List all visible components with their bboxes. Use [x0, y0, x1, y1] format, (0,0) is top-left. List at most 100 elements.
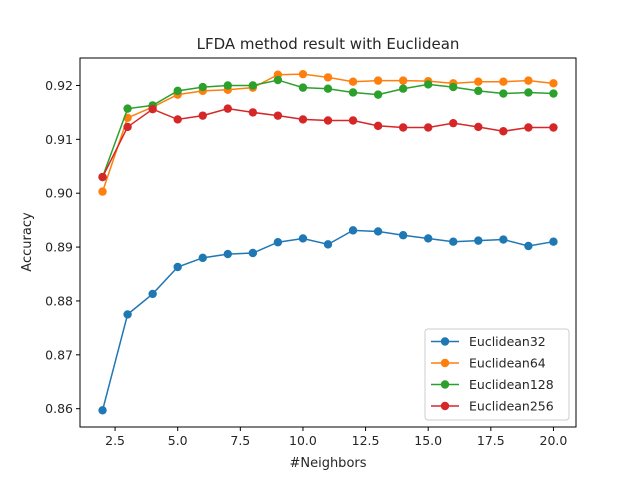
y-tick-label: 0.88 [45, 293, 73, 308]
data-point [373, 227, 383, 236]
legend: Euclidean32 Euclidean64 Euclidean128 Euclid… [424, 328, 570, 421]
x-tick-label: 17.5 [477, 433, 505, 448]
legend-label: Euclidean32 [469, 334, 546, 349]
x-tick-label: 20.0 [540, 433, 568, 448]
series-layer [98, 69, 558, 415]
data-point [398, 76, 408, 85]
plot-frame [79, 57, 577, 428]
data-point [123, 310, 132, 319]
legend-item: Euclidean32 [431, 334, 546, 349]
legend-item: Euclidean64 [431, 356, 546, 371]
data-point [223, 104, 232, 113]
data-point [298, 115, 308, 124]
data-point [499, 77, 508, 86]
data-point [298, 69, 308, 79]
data-point [549, 237, 558, 246]
data-point [449, 82, 458, 92]
data-point [123, 104, 132, 113]
x-tick-label: 2.5 [105, 433, 125, 448]
data-point [398, 123, 408, 132]
x-axis: 2.5 5.0 7.5 10.0 12.5 15.0 17.5 20.0 [105, 427, 567, 448]
data-point [148, 104, 157, 114]
y-axis: 0.86 0.87 0.88 0.89 0.90 0.91 0.92 [45, 78, 80, 416]
data-point [173, 262, 182, 272]
legend-item: Euclidean128 [431, 377, 554, 392]
data-point [499, 235, 508, 244]
y-tick-label: 0.86 [45, 401, 73, 416]
data-point [98, 187, 107, 196]
data-point [173, 86, 182, 96]
data-point [474, 77, 483, 86]
data-point [499, 89, 508, 98]
data-point [248, 108, 258, 117]
data-point [98, 406, 107, 415]
data-point [198, 111, 207, 120]
y-tick-label: 0.92 [45, 78, 73, 93]
data-point [323, 73, 333, 82]
x-tick-label: 12.5 [352, 433, 380, 448]
legend-item: Euclidean256 [431, 399, 554, 414]
data-point [499, 127, 508, 136]
data-point [449, 237, 458, 246]
data-point [424, 234, 433, 243]
data-point [348, 77, 358, 86]
data-point [524, 76, 533, 85]
data-point [198, 82, 207, 92]
data-point [323, 240, 333, 249]
data-point [398, 84, 408, 93]
data-point [549, 79, 558, 88]
x-tick-label: 7.5 [230, 433, 250, 448]
data-point [449, 118, 458, 128]
data-point [424, 123, 433, 132]
y-tick-label: 0.89 [45, 240, 73, 255]
data-point [549, 89, 558, 98]
data-point [298, 234, 308, 243]
data-point [198, 253, 207, 263]
x-tick-label: 10.0 [289, 433, 317, 448]
data-point [273, 111, 283, 120]
legend-marker [440, 401, 450, 411]
data-point [398, 231, 408, 240]
y-tick-label: 0.90 [45, 186, 73, 201]
legend-label: Euclidean64 [469, 356, 546, 371]
x-tick-label: 15.0 [414, 433, 442, 448]
data-point [223, 249, 232, 259]
data-point [273, 75, 283, 85]
y-axis-title: Accuracy [20, 212, 35, 272]
data-point [223, 81, 232, 90]
chart-title: LFDA method result with Euclidean [197, 35, 460, 53]
legend-marker [440, 337, 450, 346]
legend-label: Euclidean128 [469, 377, 554, 392]
series-Euclidean256 [98, 104, 558, 182]
legend-box [424, 328, 570, 421]
data-point [98, 172, 107, 182]
data-point [173, 115, 182, 124]
legend-label: Euclidean256 [469, 399, 554, 414]
data-point [474, 122, 483, 132]
x-axis-title: #Neighbors [289, 456, 366, 471]
legend-marker [440, 380, 450, 389]
data-point [323, 84, 333, 93]
data-point [273, 238, 283, 247]
data-point [524, 123, 533, 132]
data-point [524, 88, 533, 97]
data-point [348, 88, 358, 97]
data-point [373, 90, 383, 99]
data-point [474, 86, 483, 96]
y-tick-label: 0.91 [45, 132, 73, 147]
legend-marker [440, 358, 450, 368]
data-point [248, 248, 258, 258]
data-point [348, 116, 358, 125]
data-point [248, 81, 258, 90]
series-Euclidean32 [98, 226, 558, 415]
data-point [373, 76, 383, 85]
data-point [323, 116, 333, 125]
data-point [348, 226, 358, 235]
data-point [298, 83, 308, 92]
data-point [474, 236, 483, 245]
data-point [373, 121, 383, 131]
data-point [549, 123, 558, 132]
data-point [148, 289, 157, 299]
data-point [424, 80, 433, 89]
